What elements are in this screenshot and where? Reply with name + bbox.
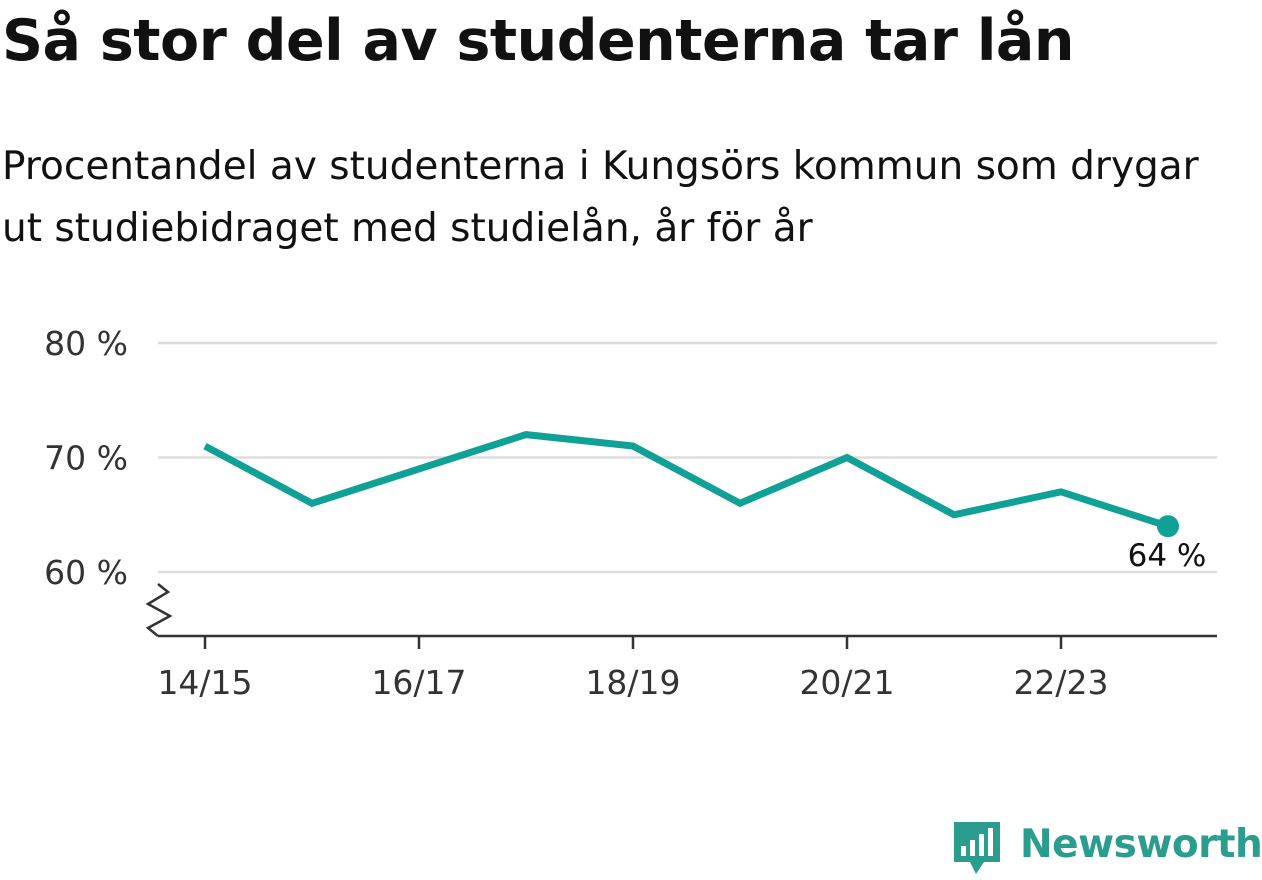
- x-tick-label: 18/19: [585, 663, 680, 702]
- series-line: [203, 431, 1170, 530]
- x-tick-label: 20/21: [799, 663, 894, 702]
- series: [203, 431, 1179, 538]
- chart-subtitle: Procentandel av studenterna i Kungsörs k…: [2, 144, 1199, 251]
- y-tick-label: 70 %: [44, 439, 128, 478]
- y-axis-labels: 60 % 70 % 80 %: [44, 324, 128, 592]
- y-tick-label: 60 %: [44, 553, 128, 592]
- x-tick-label: 16/17: [371, 663, 466, 702]
- end-point-marker: [1157, 515, 1179, 538]
- brand-name: Newsworthy: [1020, 822, 1262, 867]
- x-axis: [145, 583, 1217, 649]
- x-axis-labels: 14/15 16/17 18/19 20/21 22/23: [157, 663, 1108, 702]
- axis-break-icon: [145, 583, 173, 637]
- x-tick-label: 14/15: [157, 663, 252, 702]
- y-tick-label: 80 %: [44, 324, 128, 363]
- end-value-label: 64 %: [1128, 538, 1207, 574]
- grid-lines: [158, 341, 1217, 574]
- newsworthy-logo: Newsworthy: [950, 818, 1262, 876]
- x-tick-label: 22/23: [1013, 663, 1108, 702]
- newsworthy-logo-icon: [954, 822, 1000, 874]
- chart-title: Så stor del av studenterna tar lån: [2, 8, 1074, 74]
